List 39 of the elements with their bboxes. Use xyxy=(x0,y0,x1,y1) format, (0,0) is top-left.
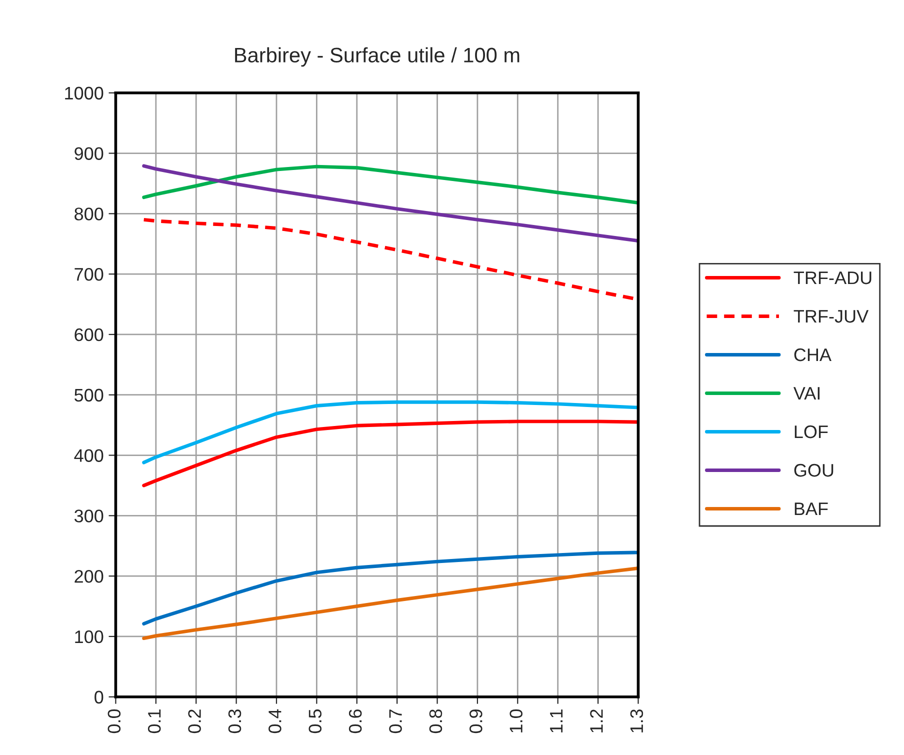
legend-label: CHA xyxy=(794,348,832,362)
x-tick-label: 0.5 xyxy=(308,709,322,734)
legend-label: VAI xyxy=(793,387,820,400)
x-tick-label: 0.6 xyxy=(348,709,362,734)
line-series xyxy=(142,164,638,205)
y-tick-label: 900 xyxy=(74,147,104,160)
x-tick-label: 0.7 xyxy=(389,710,402,734)
legend-label: LOF xyxy=(794,425,828,438)
x-tick-label: 0.0 xyxy=(108,709,121,734)
legend-label: BAF xyxy=(794,502,828,516)
y-tick-label: 200 xyxy=(74,570,104,583)
y-tick-label: 1000 xyxy=(65,86,104,100)
y-tick-label: 800 xyxy=(74,208,104,220)
x-tick-label: 1.3 xyxy=(630,709,644,732)
x-tick-label: 0.1 xyxy=(148,710,161,734)
line-series xyxy=(142,566,638,640)
x-tick-label: 1.0 xyxy=(510,709,522,732)
y-tick-label: 700 xyxy=(74,268,104,281)
line-series xyxy=(142,400,638,464)
x-tick-label: 1.2 xyxy=(590,710,603,732)
y-tick-label: 600 xyxy=(74,328,104,342)
line-series xyxy=(142,550,638,626)
chart-title: Barbirey - Surface utile / 100 m xyxy=(235,47,520,67)
legend-label: GOU xyxy=(794,464,834,477)
y-tick-label: 0 xyxy=(94,690,104,704)
x-tick-label: 0.9 xyxy=(470,710,482,734)
y-tick-label: 100 xyxy=(75,630,104,644)
x-tick-label: 0.2 xyxy=(188,710,201,734)
x-tick-label: 0.4 xyxy=(268,709,282,734)
x-tick-label: 1.1 xyxy=(550,710,563,732)
line-series xyxy=(142,164,638,243)
line-series xyxy=(142,420,638,488)
y-tick-label: 300 xyxy=(74,510,104,522)
y-tick-label: 500 xyxy=(74,388,104,402)
legend-label: TRF-JUV xyxy=(794,310,869,323)
x-tick-label: 0.3 xyxy=(228,709,242,734)
x-tick-label: 0.8 xyxy=(429,709,442,734)
y-tick-label: 400 xyxy=(74,449,104,462)
legend-label: TRF-ADU xyxy=(794,272,872,284)
